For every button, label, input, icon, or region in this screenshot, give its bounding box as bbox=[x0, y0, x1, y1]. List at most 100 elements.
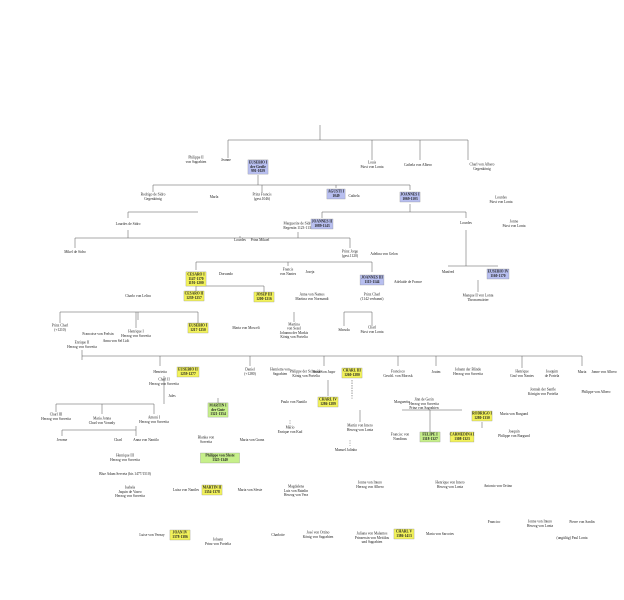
person-label: Prinz von Sagrabien bbox=[409, 406, 438, 410]
person-label: Jonne von Albero bbox=[591, 370, 617, 374]
person-label: Juliana von Malantos bbox=[357, 532, 388, 536]
person: Daniel(+1280) bbox=[244, 368, 256, 376]
person-label: Jonnah der Sanfle bbox=[530, 388, 556, 392]
person-label: Magdalena bbox=[288, 485, 304, 489]
person: Jonne von Albero bbox=[591, 370, 617, 374]
person-label: Herzog von Sorveita bbox=[115, 494, 145, 498]
person-label: Prinz von Portelia bbox=[205, 542, 231, 546]
person-label: Maria bbox=[578, 370, 587, 374]
person-label: 991-1029 bbox=[251, 169, 265, 173]
ruler-highlight bbox=[326, 188, 346, 200]
person-label: 1280-1330 bbox=[474, 416, 490, 420]
person-label: JOSEP III bbox=[256, 293, 273, 297]
person-label: 1354-1378 bbox=[204, 490, 220, 494]
person-label: Martina von Normandi bbox=[295, 297, 328, 301]
person-label: 1325-1340 bbox=[212, 458, 228, 462]
person: Maria von Burgund bbox=[500, 412, 528, 416]
ruler-highlight bbox=[207, 402, 229, 418]
person: Adelina von Gelon bbox=[370, 252, 398, 256]
ruler-highlight bbox=[176, 366, 200, 378]
person-label: Isabela bbox=[125, 486, 136, 490]
person: Anna von Sel Lidt bbox=[103, 339, 129, 343]
ruler-highlight bbox=[200, 452, 240, 464]
person-label: (gest.1046) bbox=[254, 197, 271, 201]
person: Lourdes bbox=[460, 221, 472, 225]
person: Lourdes bbox=[234, 238, 246, 242]
person-label: Anna von Jaqor bbox=[313, 370, 337, 374]
person-label: Johanna der Markis bbox=[280, 331, 309, 335]
person-label: EUSEBIO I bbox=[249, 161, 268, 165]
person-label: 1318-1327 bbox=[422, 437, 438, 441]
person-label: Gegenkönig bbox=[144, 197, 162, 201]
person-label: Francisco bbox=[391, 370, 405, 374]
person-label: der Gute bbox=[211, 408, 225, 412]
person: Prinz Charl(+1210) bbox=[52, 324, 68, 332]
person-label: Prinz Charl bbox=[364, 293, 380, 297]
person: Francico bbox=[488, 520, 501, 524]
person-label: 1321-1354 bbox=[210, 412, 226, 416]
person-label: Herzog von Sorveita bbox=[139, 420, 169, 424]
person-label: Herzog von Albero bbox=[356, 485, 384, 489]
person-label: Charl von Voranly bbox=[89, 421, 116, 425]
person-label: Jerome bbox=[57, 438, 68, 442]
person-label: CESARO II bbox=[185, 292, 204, 296]
person: Prinz Charl(1142 verbannt) bbox=[361, 293, 385, 301]
ruler-highlight bbox=[471, 410, 493, 422]
ruler-highlight bbox=[359, 274, 385, 286]
person-label: JOAN IV bbox=[173, 531, 188, 535]
person-label: CHARL III bbox=[343, 369, 361, 373]
person-label: von Sezel bbox=[287, 327, 301, 331]
person-label: Blanka von bbox=[198, 436, 215, 440]
person-label: Anna von Nantes bbox=[300, 293, 326, 297]
person-label: Maria Jonna bbox=[93, 417, 111, 421]
ruler-highlight bbox=[419, 431, 441, 443]
person: Maria von Sfeste bbox=[238, 488, 263, 492]
person-label: Philippe der Schneider bbox=[290, 370, 324, 374]
person: Luisa von Nantles bbox=[173, 488, 200, 492]
person: Jouim bbox=[432, 370, 441, 374]
person-label: Jonne bbox=[510, 220, 519, 224]
person-label: Maria von Burgund bbox=[500, 412, 528, 416]
person-label: Königin von Portelia bbox=[528, 392, 559, 396]
person-label: 1115-1144 bbox=[365, 280, 380, 284]
person: Manfred bbox=[442, 270, 455, 274]
person-label: Nondinas bbox=[393, 437, 407, 441]
person: Luise von Vernay bbox=[139, 533, 164, 537]
person-label: Philippe von Albero bbox=[582, 390, 611, 394]
person: Manuel Jalinho bbox=[335, 448, 357, 452]
person: Lourdes de Sidro bbox=[116, 222, 141, 226]
connectors bbox=[55, 125, 583, 446]
person: Maria von Sarcotes bbox=[426, 532, 455, 536]
person-label: Fürst von Lonta bbox=[490, 200, 513, 204]
person-label: Maria von Mosceli bbox=[232, 326, 259, 330]
person-label: Francoise von Frelsin bbox=[82, 332, 113, 336]
person-label: Manque II von Lonta bbox=[463, 294, 494, 298]
ruler-highlight bbox=[201, 484, 223, 496]
person-label: Jonne von Intero bbox=[358, 481, 382, 485]
person-label: Joseja bbox=[306, 270, 315, 274]
person-label: Anna von Sel Lidt bbox=[103, 339, 129, 343]
person-label: Henrique bbox=[515, 370, 529, 374]
person-label: Francisc von bbox=[391, 433, 410, 437]
person-label: Gegenkönig bbox=[473, 167, 491, 171]
person-label: (1142 verbannt) bbox=[361, 297, 385, 301]
person: Jerome bbox=[57, 438, 68, 442]
person-label: Fürst von Lonta bbox=[361, 330, 384, 334]
